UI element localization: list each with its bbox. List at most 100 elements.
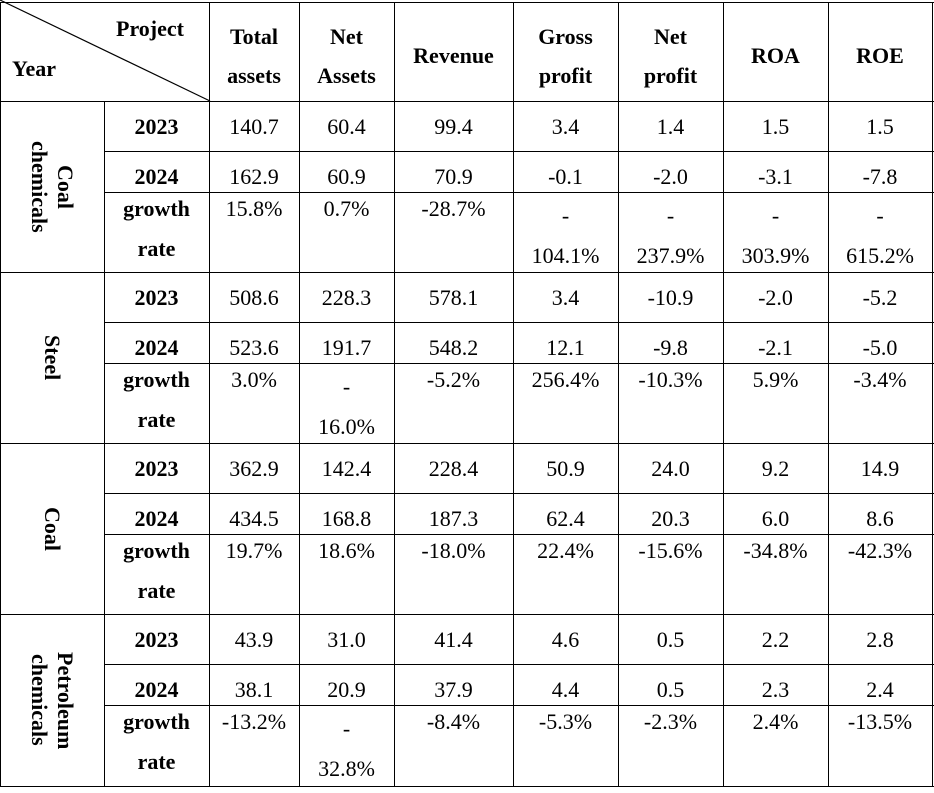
column-divider: [104, 101, 105, 786]
value-number: 32.8%: [318, 756, 375, 781]
value-cell: 0.5: [656, 677, 685, 702]
value-cell: -2.0: [758, 285, 793, 310]
value-cell: -9.8: [653, 335, 688, 360]
value-cell: 548.2: [428, 335, 479, 360]
value-cell: 3.0%: [231, 367, 277, 392]
column-header: Assets: [317, 63, 376, 88]
row-label: 2023: [134, 285, 179, 310]
row-label: rate: [137, 236, 176, 261]
group-name: chemicals: [27, 654, 52, 746]
row-label: 2023: [134, 456, 179, 481]
value-cell: 41.4: [434, 627, 473, 652]
value-cell: 2.4%: [752, 709, 799, 734]
value-cell: 1.5: [761, 114, 790, 139]
value-cell: 578.1: [428, 285, 479, 310]
value-cell: -28.7%: [421, 196, 486, 221]
row-divider: [104, 192, 934, 193]
column-header: Revenue: [413, 43, 494, 68]
value-cell: 191.7: [321, 335, 372, 360]
row-label: growth: [123, 367, 190, 392]
value-cell: 256.4%: [531, 367, 600, 392]
header-corner-project: Project: [116, 16, 184, 41]
value-cell: -7.8: [862, 164, 898, 189]
value-cell: 24.0: [651, 456, 690, 481]
value-cell: -42.3%: [847, 538, 913, 563]
value-sign: -: [666, 203, 675, 228]
value-cell: 20.3: [651, 506, 690, 531]
column-divider: [723, 2, 724, 786]
row-label: 2024: [134, 335, 179, 360]
row-divider: [104, 534, 934, 535]
value-cell: 2.8: [866, 627, 894, 652]
value-cell: 5.9%: [752, 367, 799, 392]
column-divider: [513, 2, 514, 786]
value-cell: -5.2: [862, 285, 898, 310]
group-name: chemicals: [27, 140, 52, 233]
value-sign: -: [342, 374, 351, 399]
value-cell: 70.9: [434, 164, 473, 189]
group-divider: [0, 614, 934, 615]
value-cell: -10.9: [647, 285, 694, 310]
row-divider: [104, 493, 934, 494]
value-cell: 508.6: [229, 285, 279, 310]
row-divider: [104, 151, 934, 152]
value-cell: 14.9: [860, 456, 900, 481]
column-header: ROE: [856, 43, 904, 68]
value-sign: -: [771, 203, 780, 228]
value-cell: 187.3: [428, 506, 479, 531]
value-cell: -5.0: [862, 335, 898, 360]
value-cell: 168.8: [321, 506, 372, 531]
value-cell: 18.6%: [318, 538, 375, 563]
value-cell: -13.5%: [847, 709, 913, 734]
column-header: profit: [643, 63, 698, 88]
row-divider: [104, 705, 934, 706]
value-cell: - 615.2%: [828, 196, 932, 276]
value-cell: -34.8%: [743, 538, 808, 563]
value-cell: -13.2%: [221, 709, 287, 734]
value-cell: 38.1: [234, 677, 274, 702]
column-divider: [618, 2, 619, 786]
row-label: rate: [137, 578, 176, 603]
value-cell: 19.7%: [225, 538, 283, 563]
column-divider: [394, 2, 395, 786]
value-cell: 228.3: [321, 285, 372, 310]
row-label: growth: [123, 538, 190, 563]
value-sign: -: [342, 716, 351, 741]
table-border-left: [0, 2, 1, 786]
value-cell: -8.4%: [426, 709, 481, 734]
group-divider: [0, 443, 934, 444]
value-cell: - 237.9%: [618, 196, 723, 276]
value-cell: 60.9: [327, 164, 366, 189]
header-divider: [0, 101, 934, 102]
value-cell: 4.6: [551, 627, 580, 652]
value-cell: 15.8%: [225, 196, 283, 221]
value-cell: -5.2%: [426, 367, 481, 392]
value-cell: -2.3%: [643, 709, 698, 734]
table-border-right: [932, 2, 933, 786]
value-cell: -3.4%: [853, 367, 907, 392]
value-cell: 6.0: [761, 506, 790, 531]
value-cell: 142.4: [321, 456, 372, 481]
value-number: 615.2%: [846, 243, 914, 268]
value-cell: - 16.0%: [299, 367, 394, 447]
header-corner-year: Year: [12, 56, 56, 81]
row-label: 2024: [134, 164, 179, 189]
value-cell: 3.4: [551, 114, 580, 139]
row-divider: [104, 363, 934, 364]
value-cell: -3.1: [758, 164, 793, 189]
value-cell: -2.0: [653, 164, 688, 189]
value-cell: 2.2: [761, 627, 790, 652]
value-cell: -10.3%: [638, 367, 703, 392]
value-cell: 43.9: [234, 627, 274, 652]
table-border-top: [0, 2, 934, 3]
value-number: 16.0%: [318, 414, 375, 439]
column-header: ROA: [751, 43, 800, 68]
value-cell: 228.4: [428, 456, 479, 481]
value-number: 303.9%: [741, 243, 810, 268]
column-header: Total: [229, 24, 279, 49]
value-cell: 162.9: [229, 164, 279, 189]
value-cell: 99.4: [434, 114, 473, 139]
value-cell: -15.6%: [638, 538, 703, 563]
value-cell: -2.1: [758, 335, 793, 360]
